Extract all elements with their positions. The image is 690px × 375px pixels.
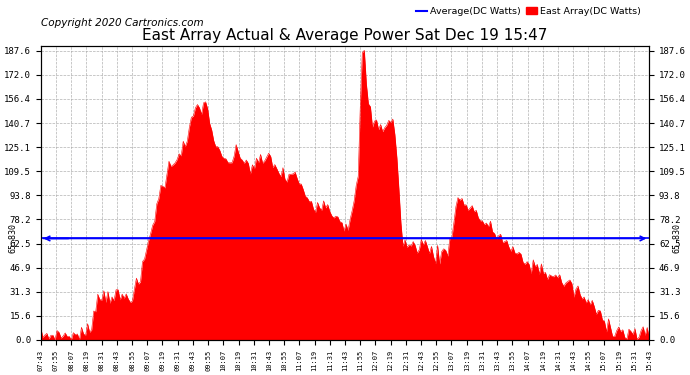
Legend: Average(DC Watts), East Array(DC Watts): Average(DC Watts), East Array(DC Watts) [413,3,644,20]
Text: 65.830: 65.830 [672,224,681,254]
Text: Copyright 2020 Cartronics.com: Copyright 2020 Cartronics.com [41,18,204,28]
Text: 65.830: 65.830 [9,224,18,254]
Title: East Array Actual & Average Power Sat Dec 19 15:47: East Array Actual & Average Power Sat De… [142,28,548,43]
